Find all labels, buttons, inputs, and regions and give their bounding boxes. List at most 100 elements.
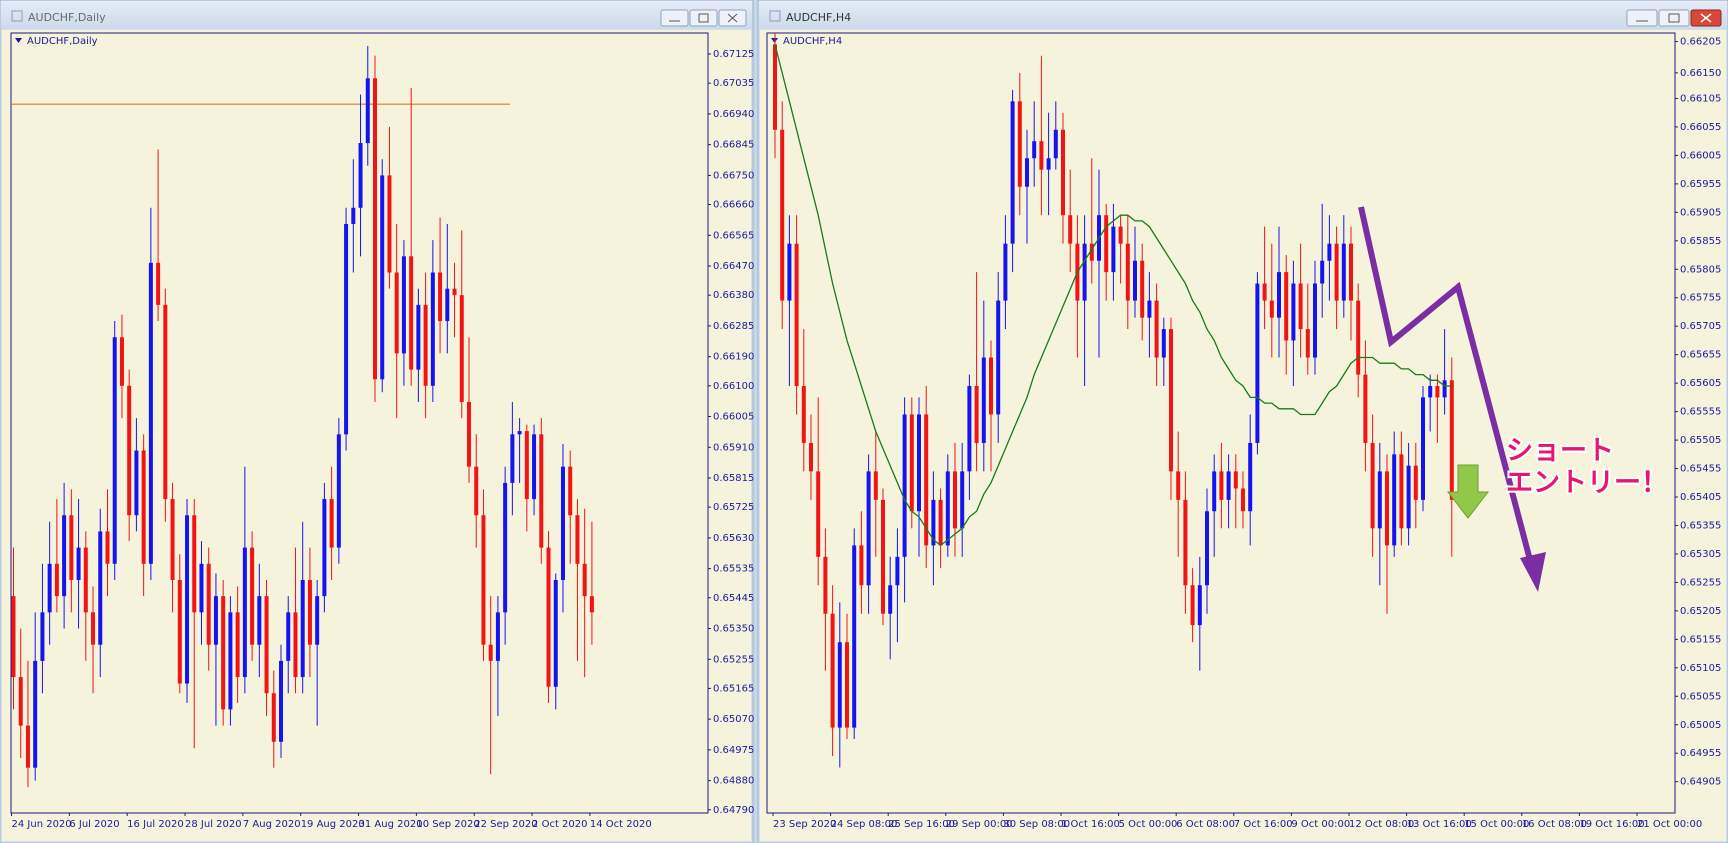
candle-body <box>1356 300 1361 375</box>
candle-body <box>459 295 464 402</box>
candle-body <box>1277 272 1281 318</box>
candle-body <box>1190 585 1195 626</box>
candle-body <box>1399 454 1404 529</box>
candle-body <box>1363 374 1368 443</box>
y-tick-label: 0.65165 <box>713 683 754 694</box>
candle-body <box>888 585 893 614</box>
y-tick-label: 0.66150 <box>1680 68 1721 79</box>
candle-body <box>560 466 565 580</box>
candle-body <box>105 531 110 564</box>
candle-body <box>953 471 957 529</box>
y-tick-label: 0.65105 <box>1680 663 1721 674</box>
candle-body <box>373 78 377 380</box>
candle-body <box>1341 243 1346 301</box>
minimize-button[interactable] <box>1626 9 1658 27</box>
candle-body <box>1053 129 1058 159</box>
candle-body <box>47 563 52 613</box>
candle-body <box>1284 272 1289 341</box>
moving-average <box>774 44 1452 547</box>
y-tick-label: 0.66005 <box>1680 150 1721 161</box>
candle-body <box>1327 243 1332 261</box>
x-tick-label: 7 Oct 16:00 <box>1234 819 1293 830</box>
y-tick-label: 0.65005 <box>1680 720 1721 731</box>
y-tick-label: 0.66940 <box>713 109 754 120</box>
candle-body <box>488 644 493 661</box>
candle-body <box>794 243 799 386</box>
candle-body <box>206 563 211 645</box>
candle-body <box>1082 243 1087 301</box>
candle-body <box>1449 380 1454 500</box>
candle-body <box>945 471 950 546</box>
candle-body <box>228 612 233 710</box>
y-tick-label: 0.66205 <box>1680 37 1721 48</box>
candle-body <box>127 385 132 516</box>
candle-body <box>1298 283 1303 330</box>
candle-body <box>119 337 124 386</box>
candle-body <box>423 304 428 386</box>
candle-body <box>1233 471 1238 489</box>
x-tick-label: 9 Oct 00:00 <box>1291 819 1350 830</box>
candle-body <box>902 414 907 557</box>
y-tick-label: 0.65350 <box>713 624 754 635</box>
candle-body <box>495 612 500 661</box>
maximize-button[interactable] <box>1658 9 1690 27</box>
marks: 0.67125 0.67035 0.66940 0.66845 0.66750 0.666… <box>11 33 1721 830</box>
candle-body <box>873 471 878 500</box>
x-tick-label: 19 Aug 2020 <box>301 819 365 830</box>
candle-body <box>33 660 38 768</box>
y-tick-label: 0.65535 <box>713 564 754 575</box>
chart-menu-triangle[interactable] <box>15 38 22 43</box>
y-tick-label: 0.65755 <box>1680 293 1721 304</box>
x-tick-label: 28 Jul 2020 <box>185 819 242 830</box>
candle-body <box>981 357 986 443</box>
y-tick-label: 0.67125 <box>713 49 754 60</box>
candle-body <box>91 612 96 645</box>
candle-body <box>11 596 16 678</box>
zigzag-arrow <box>1358 206 1533 561</box>
candle-body <box>1212 471 1217 512</box>
candle-body <box>242 547 247 678</box>
candle-body <box>351 207 356 224</box>
plot-frame <box>10 32 709 814</box>
candle-body <box>1370 442 1375 529</box>
y-tick-label: 0.65605 <box>1680 378 1721 389</box>
candle-body <box>1140 260 1145 318</box>
y-tick-label: 0.66750 <box>713 170 754 181</box>
candle-body <box>1147 300 1152 318</box>
candle-body <box>156 262 161 305</box>
candle-body <box>859 545 864 586</box>
maximize-button[interactable] <box>689 9 718 27</box>
candle-body <box>387 175 392 273</box>
y-tick-label: 0.66285 <box>713 321 754 332</box>
candle-body <box>1248 442 1253 512</box>
y-tick-label: 0.65630 <box>713 533 754 544</box>
candle-body <box>1089 243 1094 261</box>
y-tick-label: 0.65455 <box>1680 464 1721 475</box>
x-tick-label: 13 Oct 16:00 <box>1407 819 1472 830</box>
candle-body <box>1104 215 1109 273</box>
candle-body <box>1039 141 1044 170</box>
candle-body <box>25 725 30 768</box>
candle-body <box>1125 243 1130 301</box>
candle-body <box>830 613 835 728</box>
candle-body <box>466 401 471 467</box>
candle-body <box>1255 283 1260 443</box>
y-tick-label: 0.65055 <box>1680 691 1721 702</box>
candle-body <box>112 337 117 564</box>
y-tick-label: 0.65725 <box>713 502 754 513</box>
y-tick-label: 0.65155 <box>1680 634 1721 645</box>
candle-body <box>1176 471 1181 500</box>
candle-body <box>773 44 777 130</box>
candle-body <box>517 431 522 435</box>
candle-body <box>452 288 457 296</box>
candle-body <box>845 642 849 728</box>
y-tick-label: 0.65305 <box>1680 549 1721 560</box>
y-tick-label: 0.66845 <box>713 140 754 151</box>
y-tick-label: 0.65905 <box>1680 207 1721 218</box>
candle-body <box>881 499 885 614</box>
minimize-button[interactable] <box>660 9 689 27</box>
candle-body <box>1133 260 1137 301</box>
y-tick-label: 0.65205 <box>1680 606 1721 617</box>
x-tick-label: 10 Sep 2020 <box>416 819 479 830</box>
candle-body <box>510 434 515 483</box>
